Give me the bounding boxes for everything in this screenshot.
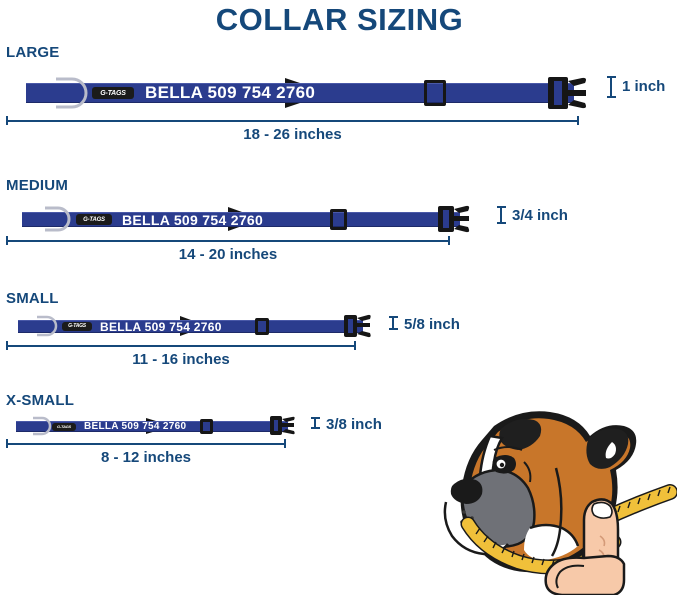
- length-dimension-line: [6, 341, 356, 350]
- collar-webbing: [22, 212, 460, 227]
- length-dimension-line: [6, 236, 450, 245]
- width-indicator-line: [607, 76, 616, 98]
- collar-webbing: [26, 83, 574, 103]
- brand-tag: G-TAGS: [92, 87, 134, 99]
- d-ring-icon: [37, 315, 58, 337]
- buckle-right-icon: [270, 416, 295, 435]
- size-label-medium: MEDIUM: [6, 177, 69, 194]
- collar-slider: [424, 80, 446, 106]
- hand-icon: [544, 498, 626, 595]
- collar-slider: [200, 419, 213, 434]
- length-label: 8 - 12 inches: [100, 449, 192, 466]
- engraved-text: BELLA 509 754 2760: [145, 83, 316, 102]
- width-label: 1 inch: [622, 78, 666, 95]
- d-ring-icon: [56, 77, 88, 109]
- buckle-right-icon: [548, 77, 586, 109]
- collar-row-small: SMALL G-TAGS BELLA 509 754 2760 11 - 16 …: [0, 290, 679, 390]
- width-label: 5/8 inch: [404, 316, 460, 333]
- brand-tag: G-TAGS: [62, 322, 92, 331]
- width-indicator-line: [311, 417, 320, 429]
- size-label-xsmall: X-SMALL: [6, 392, 75, 409]
- width-label: 3/8 inch: [326, 416, 382, 433]
- collar-graphic-large: G-TAGS BELLA 509 754 2760: [0, 72, 600, 114]
- length-label: 14 - 20 inches: [178, 246, 278, 263]
- collar-graphic-xsmall: G-TAGS BELLA 509 754 2760: [0, 414, 310, 438]
- width-label: 3/4 inch: [512, 207, 568, 224]
- length-label: 18 - 26 inches: [243, 126, 342, 143]
- buckle-right-icon: [438, 205, 470, 233]
- page-title: COLLAR SIZING: [215, 2, 464, 37]
- collar-slider: [255, 318, 269, 335]
- size-label-small: SMALL: [6, 290, 59, 307]
- collar-slider: [330, 209, 347, 230]
- brand-tag: G-TAGS: [52, 423, 76, 431]
- d-ring-icon: [33, 416, 52, 436]
- collar-graphic-medium: G-TAGS BELLA 509 754 2760: [0, 202, 480, 236]
- engraved-text: BELLA 509 754 2760: [84, 421, 187, 432]
- width-indicator-line: [389, 316, 398, 330]
- width-indicator-line: [497, 206, 506, 224]
- collar-row-medium: MEDIUM G-TAGS BELLA 509 754 2760 14 - 20…: [0, 177, 679, 292]
- engraved-text: BELLA 509 754 2760: [100, 319, 222, 334]
- boxer-dog-measuring-illustration: [443, 411, 677, 595]
- length-dimension-line: [6, 439, 286, 448]
- collar-webbing: [16, 421, 288, 432]
- length-dimension-line: [6, 116, 579, 125]
- engraved-text: BELLA 509 754 2760: [122, 211, 264, 228]
- collar-row-xsmall: X-SMALL G-TAGS BELLA 509 754 2760 8 - 12…: [0, 392, 679, 487]
- collar-row-large: LARGE G-TAGS BELLA 509 754 2760 18 - 26 …: [0, 44, 679, 184]
- collar-graphic-small: G-TAGS BELLA 509 754 2760: [0, 312, 380, 340]
- d-ring-icon: [45, 206, 71, 232]
- brand-tag: G-TAGS: [76, 214, 112, 225]
- length-label: 11 - 16 inches: [132, 351, 230, 368]
- size-label-large: LARGE: [6, 44, 60, 61]
- buckle-right-icon: [344, 314, 371, 338]
- collar-webbing: [18, 320, 363, 333]
